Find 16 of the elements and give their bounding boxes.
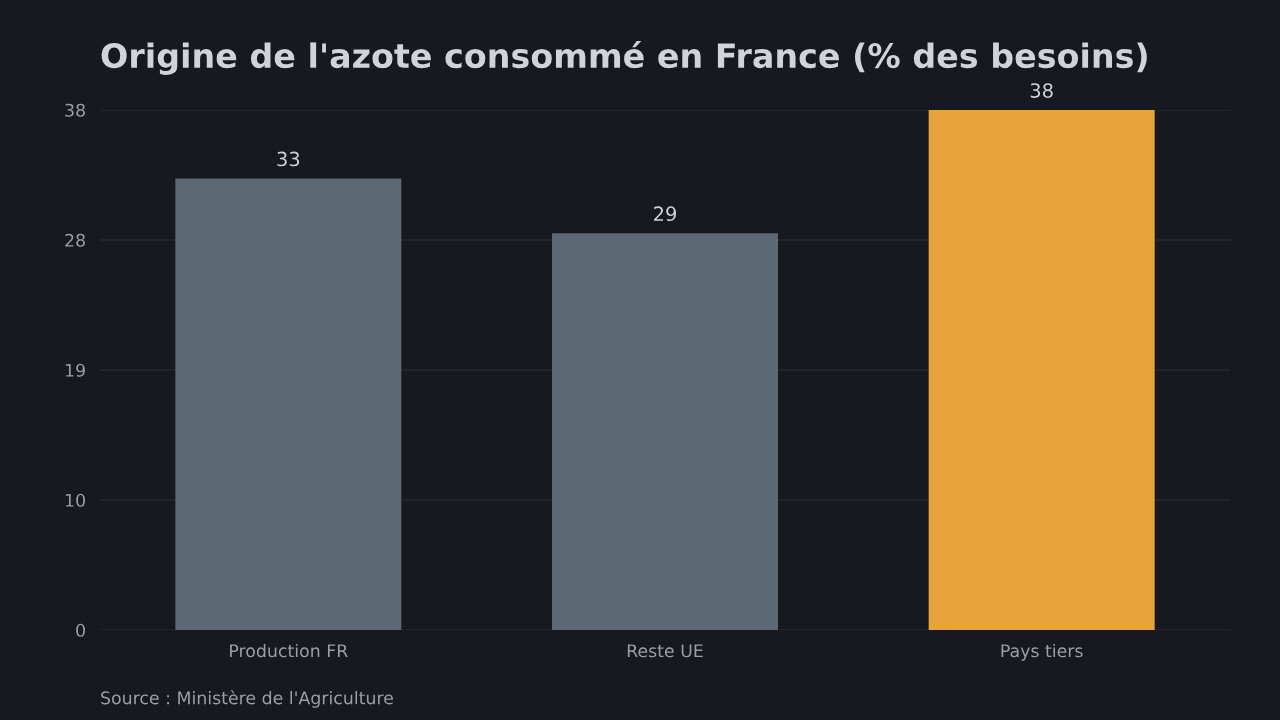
chart-title: Origine de l'azote consommé en France (% des besoins) [101,41,1147,75]
bar [928,110,1155,630]
bar [552,233,778,630]
source-note: Source : Ministère de l'Agriculture [101,690,393,708]
data-label: 38 [1030,83,1053,98]
data-label: 29 [654,206,676,222]
y-tick-label: 28 [65,233,85,247]
x-tick-label: Production FR [230,643,348,658]
y-tick-label: 10 [65,493,85,507]
data-label: 33 [277,151,300,167]
y-tick-label: 38 [65,103,85,117]
x-tick-label: Pays tiers [1001,643,1083,661]
y-tick-label: 19 [65,363,85,377]
x-tick-label: Reste UE [627,644,703,658]
bar [175,178,402,630]
y-tick-label: 0 [76,623,85,637]
